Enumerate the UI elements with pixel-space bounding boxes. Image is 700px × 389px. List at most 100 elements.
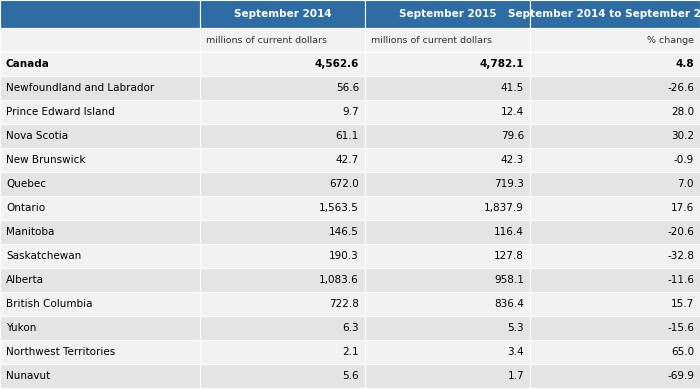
- Bar: [200, 28, 365, 52]
- Text: Nova Scotia: Nova Scotia: [6, 131, 68, 141]
- Text: 836.4: 836.4: [494, 299, 524, 309]
- Bar: [530, 196, 700, 220]
- Bar: [200, 100, 365, 124]
- Text: 42.7: 42.7: [336, 155, 359, 165]
- Bar: [530, 340, 700, 364]
- Text: 15.7: 15.7: [671, 299, 694, 309]
- Text: 1.7: 1.7: [508, 371, 524, 381]
- Bar: [365, 100, 530, 124]
- Text: 190.3: 190.3: [329, 251, 359, 261]
- Bar: [0, 292, 200, 316]
- Bar: [0, 52, 200, 76]
- Text: British Columbia: British Columbia: [6, 299, 92, 309]
- Bar: [530, 76, 700, 100]
- Bar: [530, 148, 700, 172]
- Text: 61.1: 61.1: [336, 131, 359, 141]
- Bar: [530, 100, 700, 124]
- Bar: [365, 28, 530, 52]
- Text: -69.9: -69.9: [667, 371, 694, 381]
- Bar: [200, 268, 365, 292]
- Text: Alberta: Alberta: [6, 275, 44, 285]
- Text: 719.3: 719.3: [494, 179, 524, 189]
- Bar: [0, 148, 200, 172]
- Bar: [200, 244, 365, 268]
- Bar: [365, 172, 530, 196]
- Bar: [200, 316, 365, 340]
- Text: 5.6: 5.6: [342, 371, 359, 381]
- Text: millions of current dollars: millions of current dollars: [371, 35, 492, 44]
- Text: millions of current dollars: millions of current dollars: [206, 35, 327, 44]
- Bar: [365, 148, 530, 172]
- Bar: [365, 52, 530, 76]
- Text: 56.6: 56.6: [336, 83, 359, 93]
- Text: Quebec: Quebec: [6, 179, 46, 189]
- Text: 9.7: 9.7: [342, 107, 359, 117]
- Text: 4,562.6: 4,562.6: [314, 59, 359, 69]
- Bar: [0, 220, 200, 244]
- Text: 42.3: 42.3: [500, 155, 524, 165]
- Text: 65.0: 65.0: [671, 347, 694, 357]
- Bar: [0, 0, 200, 28]
- Text: 30.2: 30.2: [671, 131, 694, 141]
- Text: 5.3: 5.3: [508, 323, 524, 333]
- Text: 17.6: 17.6: [671, 203, 694, 213]
- Bar: [530, 316, 700, 340]
- Text: -20.6: -20.6: [667, 227, 694, 237]
- Text: Nunavut: Nunavut: [6, 371, 50, 381]
- Bar: [200, 124, 365, 148]
- Bar: [365, 0, 530, 28]
- Bar: [530, 244, 700, 268]
- Text: Northwest Territories: Northwest Territories: [6, 347, 116, 357]
- Text: Saskatchewan: Saskatchewan: [6, 251, 81, 261]
- Bar: [0, 28, 200, 52]
- Text: Manitoba: Manitoba: [6, 227, 55, 237]
- Bar: [200, 76, 365, 100]
- Text: 7.0: 7.0: [678, 179, 694, 189]
- Bar: [0, 124, 200, 148]
- Bar: [530, 268, 700, 292]
- Bar: [530, 172, 700, 196]
- Bar: [530, 292, 700, 316]
- Text: Ontario: Ontario: [6, 203, 45, 213]
- Bar: [0, 268, 200, 292]
- Bar: [0, 316, 200, 340]
- Text: 4.8: 4.8: [676, 59, 694, 69]
- Text: 1,083.6: 1,083.6: [319, 275, 359, 285]
- Text: New Brunswick: New Brunswick: [6, 155, 85, 165]
- Bar: [0, 244, 200, 268]
- Text: 79.6: 79.6: [500, 131, 524, 141]
- Text: Canada: Canada: [6, 59, 50, 69]
- Text: % change: % change: [647, 35, 694, 44]
- Bar: [200, 0, 365, 28]
- Bar: [200, 364, 365, 388]
- Text: September 2014 to September 2015: September 2014 to September 2015: [508, 9, 700, 19]
- Text: September 2014: September 2014: [234, 9, 331, 19]
- Text: 1,563.5: 1,563.5: [319, 203, 359, 213]
- Bar: [530, 28, 700, 52]
- Text: -32.8: -32.8: [667, 251, 694, 261]
- Bar: [365, 292, 530, 316]
- Text: -11.6: -11.6: [667, 275, 694, 285]
- Bar: [530, 52, 700, 76]
- Bar: [0, 340, 200, 364]
- Text: 1,837.9: 1,837.9: [484, 203, 524, 213]
- Bar: [200, 52, 365, 76]
- Text: 127.8: 127.8: [494, 251, 524, 261]
- Bar: [200, 148, 365, 172]
- Text: 3.4: 3.4: [508, 347, 524, 357]
- Bar: [365, 196, 530, 220]
- Bar: [530, 364, 700, 388]
- Text: September 2015: September 2015: [399, 9, 496, 19]
- Bar: [0, 76, 200, 100]
- Text: 2.1: 2.1: [342, 347, 359, 357]
- Bar: [365, 220, 530, 244]
- Text: -15.6: -15.6: [667, 323, 694, 333]
- Bar: [365, 76, 530, 100]
- Bar: [0, 364, 200, 388]
- Bar: [0, 196, 200, 220]
- Text: -26.6: -26.6: [667, 83, 694, 93]
- Bar: [365, 364, 530, 388]
- Text: Newfoundland and Labrador: Newfoundland and Labrador: [6, 83, 154, 93]
- Bar: [200, 172, 365, 196]
- Bar: [200, 340, 365, 364]
